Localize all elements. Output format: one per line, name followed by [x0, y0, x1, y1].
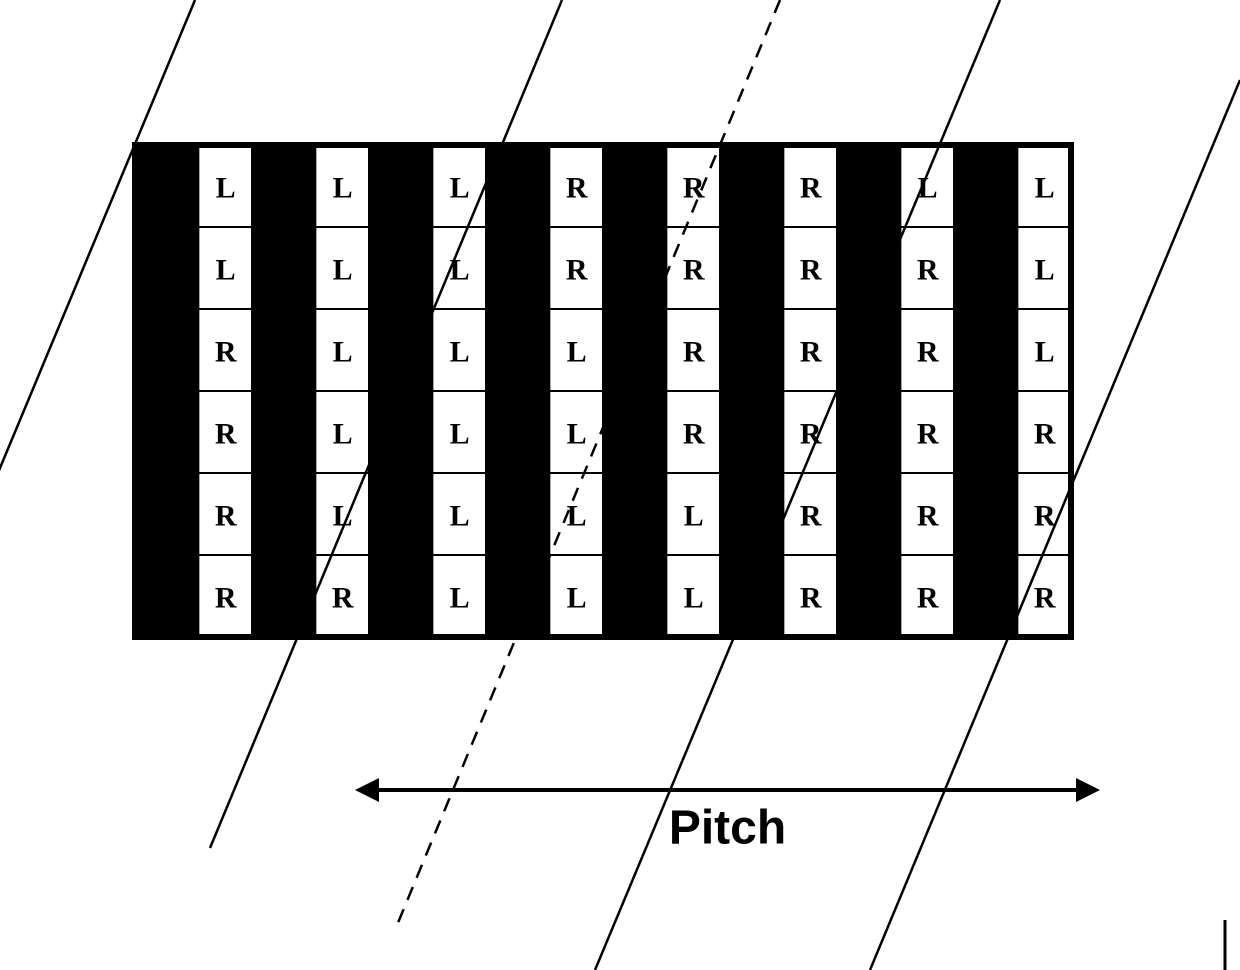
subpixel-label: L — [333, 172, 353, 205]
subpixel-label: L — [450, 254, 470, 287]
subpixel-mask — [720, 145, 784, 227]
subpixel-label: L — [1035, 172, 1055, 205]
subpixel-label: R — [917, 500, 939, 533]
subpixel-mask — [369, 473, 433, 555]
subpixel-mask — [486, 309, 550, 391]
subpixel-label: L — [567, 582, 587, 615]
subpixel-mask — [252, 309, 316, 391]
subpixel-label: R — [1034, 418, 1056, 451]
subpixel-mask — [369, 555, 433, 637]
subpixel-mask — [135, 227, 199, 309]
subpixel-label: L — [567, 336, 587, 369]
subpixel-label: L — [1035, 254, 1055, 287]
subpixel-label: L — [333, 254, 353, 287]
subpixel-mask — [954, 309, 1018, 391]
subpixel-label: R — [683, 418, 705, 451]
subpixel-mask — [369, 227, 433, 309]
subpixel-mask — [135, 309, 199, 391]
subpixel-label: L — [450, 418, 470, 451]
subpixel-label: R — [917, 418, 939, 451]
subpixel-mask — [252, 145, 316, 227]
subpixel-mask — [369, 145, 433, 227]
subpixel-label: L — [450, 336, 470, 369]
subpixel-mask — [603, 473, 667, 555]
subpixel-mask — [486, 555, 550, 637]
subpixel-label: R — [683, 254, 705, 287]
subpixel-label: R — [683, 336, 705, 369]
subpixel-mask — [252, 555, 316, 637]
subpixel-mask — [135, 473, 199, 555]
subpixel-mask — [603, 309, 667, 391]
subpixel-label: L — [333, 336, 353, 369]
subpixel-mask — [954, 473, 1018, 555]
subpixel-label: L — [450, 582, 470, 615]
subpixel-label: R — [566, 254, 588, 287]
subpixel-label: R — [1034, 500, 1056, 533]
subpixel-label: R — [566, 172, 588, 205]
pixel-grid: L L L R R R L L L L L R R R R L R L L L R R R L R L L L R R R R R L L L L R R R… — [132, 142, 1074, 640]
subpixel-label: R — [215, 418, 237, 451]
subpixel-label: L — [333, 418, 353, 451]
subpixel-label: L — [450, 172, 470, 205]
subpixel-label: L — [684, 582, 704, 615]
subpixel-mask — [954, 227, 1018, 309]
subpixel-mask — [369, 309, 433, 391]
subpixel-mask — [486, 227, 550, 309]
subpixel-label: R — [800, 500, 822, 533]
subpixel-mask — [837, 391, 901, 473]
subpixel-label: L — [216, 254, 236, 287]
subpixel-label: R — [800, 582, 822, 615]
subpixel-label: R — [332, 582, 354, 615]
subpixel-mask — [603, 145, 667, 227]
pitch-label: Pitch — [669, 802, 786, 855]
subpixel-mask — [252, 391, 316, 473]
subpixel-label: R — [800, 336, 822, 369]
subpixel-mask — [837, 473, 901, 555]
subpixel-mask — [954, 145, 1018, 227]
subpixel-label: R — [917, 336, 939, 369]
subpixel-label: R — [215, 582, 237, 615]
subpixel-mask — [135, 555, 199, 637]
subpixel-mask — [720, 309, 784, 391]
subpixel-mask — [135, 145, 199, 227]
subpixel-mask — [369, 391, 433, 473]
subpixel-mask — [837, 227, 901, 309]
subpixel-mask — [486, 473, 550, 555]
subpixel-mask — [837, 145, 901, 227]
subpixel-label: R — [800, 254, 822, 287]
subpixel-mask — [837, 309, 901, 391]
subpixel-label: L — [450, 500, 470, 533]
subpixel-mask — [252, 473, 316, 555]
subpixel-mask — [486, 391, 550, 473]
subpixel-mask — [720, 227, 784, 309]
subpixel-mask — [603, 555, 667, 637]
subpixel-mask — [135, 391, 199, 473]
subpixel-label: R — [215, 336, 237, 369]
subpixel-label: L — [684, 500, 704, 533]
subpixel-label: R — [800, 172, 822, 205]
subpixel-mask — [720, 391, 784, 473]
subpixel-label: L — [216, 172, 236, 205]
subpixel-label: R — [215, 500, 237, 533]
subpixel-label: L — [567, 500, 587, 533]
subpixel-label: R — [917, 582, 939, 615]
subpixel-label: L — [1035, 336, 1055, 369]
subpixel-mask — [954, 391, 1018, 473]
subpixel-label: R — [1034, 582, 1056, 615]
subpixel-mask — [837, 555, 901, 637]
subpixel-mask — [252, 227, 316, 309]
subpixel-mask — [954, 555, 1018, 637]
subpixel-label: R — [917, 254, 939, 287]
subpixel-label: L — [567, 418, 587, 451]
